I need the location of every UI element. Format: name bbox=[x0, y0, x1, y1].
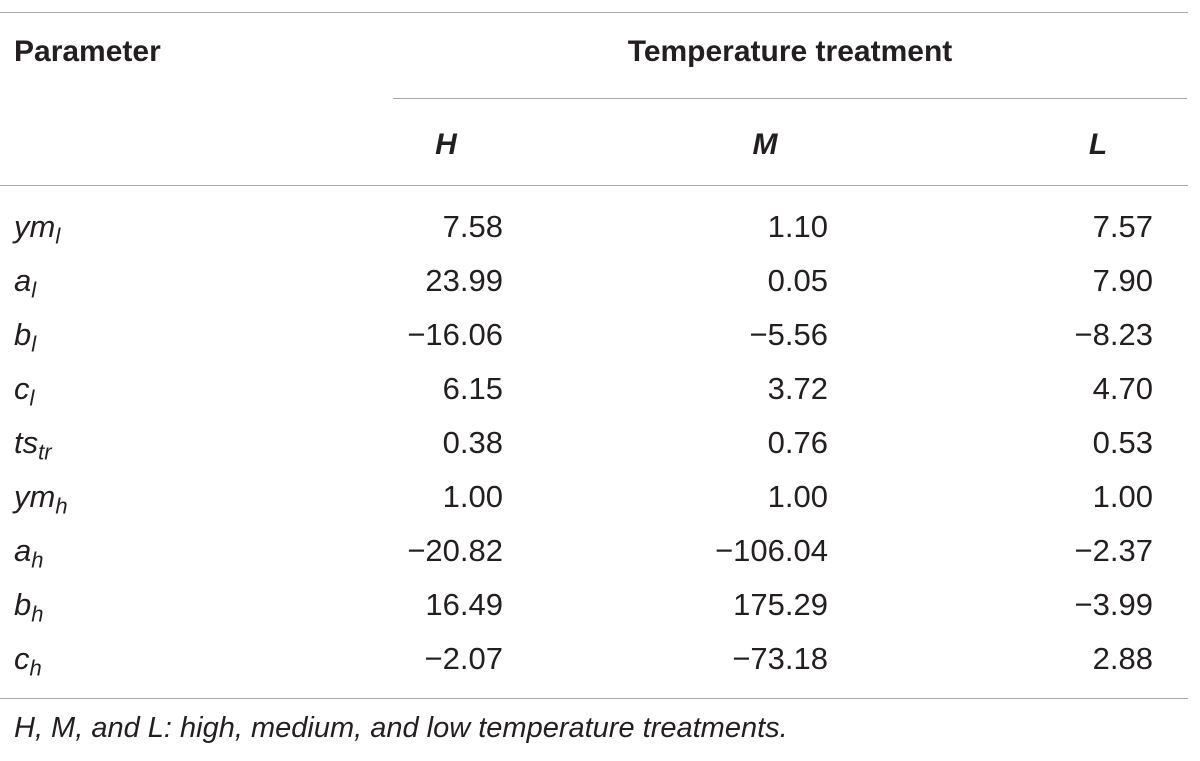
value-cell-m: 1.10 bbox=[767, 209, 828, 244]
value-cell-m: 0.05 bbox=[767, 263, 828, 298]
value-cell-m: 175.29 bbox=[733, 587, 828, 622]
table-row: ah −20.82 −106.04 −2.37 bbox=[0, 523, 1188, 577]
value-cell-h: −16.06 bbox=[407, 317, 503, 352]
value-cell-m: −106.04 bbox=[715, 533, 828, 568]
table-row: yml 7.58 1.10 7.57 bbox=[0, 199, 1188, 253]
parameter-header: Parameter bbox=[14, 35, 161, 68]
value-cell-l: 4.70 bbox=[1092, 371, 1153, 406]
parameter-cell: al bbox=[14, 263, 37, 303]
value-cell-h: −20.82 bbox=[407, 533, 503, 568]
value-cell-h: 1.00 bbox=[442, 479, 503, 514]
temperature-treatment-header: Temperature treatment bbox=[627, 35, 953, 68]
value-cell-l: 7.57 bbox=[1092, 209, 1153, 244]
value-cell-l: −3.99 bbox=[1074, 587, 1153, 622]
parameter-cell: ch bbox=[14, 641, 42, 681]
value-cell-m: 1.00 bbox=[767, 479, 828, 514]
column-header-m: M bbox=[752, 128, 778, 161]
value-cell-h: −2.07 bbox=[424, 641, 503, 676]
value-cell-m: −73.18 bbox=[732, 641, 828, 676]
parameter-cell: ah bbox=[14, 533, 44, 573]
table-row: ch −2.07 −73.18 2.88 bbox=[0, 631, 1188, 685]
table-row: al 23.99 0.05 7.90 bbox=[0, 253, 1188, 307]
value-cell-l: 0.53 bbox=[1092, 425, 1153, 460]
value-cell-l: 2.88 bbox=[1092, 641, 1153, 676]
value-cell-h: 23.99 bbox=[425, 263, 503, 298]
table-bottom-rule bbox=[0, 698, 1188, 699]
value-cell-l: −8.23 bbox=[1074, 317, 1153, 352]
value-cell-l: 1.00 bbox=[1092, 479, 1153, 514]
header-bottom-rule bbox=[0, 185, 1188, 186]
parameter-cell: yml bbox=[14, 209, 61, 249]
parameter-cell: tstr bbox=[14, 425, 52, 465]
table-row: bl −16.06 −5.56 −8.23 bbox=[0, 307, 1188, 361]
value-cell-h: 7.58 bbox=[442, 209, 503, 244]
value-cell-h: 16.49 bbox=[425, 587, 503, 622]
value-cell-m: −5.56 bbox=[749, 317, 828, 352]
parameter-cell: bh bbox=[14, 587, 44, 627]
group-header-rule bbox=[393, 98, 1187, 99]
value-cell-l: −2.37 bbox=[1074, 533, 1153, 568]
value-cell-h: 0.38 bbox=[442, 425, 503, 460]
value-cell-m: 3.72 bbox=[767, 371, 828, 406]
parameter-cell: cl bbox=[14, 371, 35, 411]
parameter-cell: ymh bbox=[14, 479, 68, 519]
parameter-cell: bl bbox=[14, 317, 37, 357]
value-cell-m: 0.76 bbox=[767, 425, 828, 460]
column-header-h: H bbox=[435, 128, 457, 161]
table-row: cl 6.15 3.72 4.70 bbox=[0, 361, 1188, 415]
table-row: tstr 0.38 0.76 0.53 bbox=[0, 415, 1188, 469]
table-top-rule bbox=[0, 12, 1188, 13]
value-cell-h: 6.15 bbox=[442, 371, 503, 406]
table-row: ymh 1.00 1.00 1.00 bbox=[0, 469, 1188, 523]
value-cell-l: 7.90 bbox=[1092, 263, 1153, 298]
table-footnote: H, M, and L: high, medium, and low tempe… bbox=[14, 712, 788, 744]
column-header-l: L bbox=[1088, 128, 1108, 161]
table-row: bh 16.49 175.29 −3.99 bbox=[0, 577, 1188, 631]
